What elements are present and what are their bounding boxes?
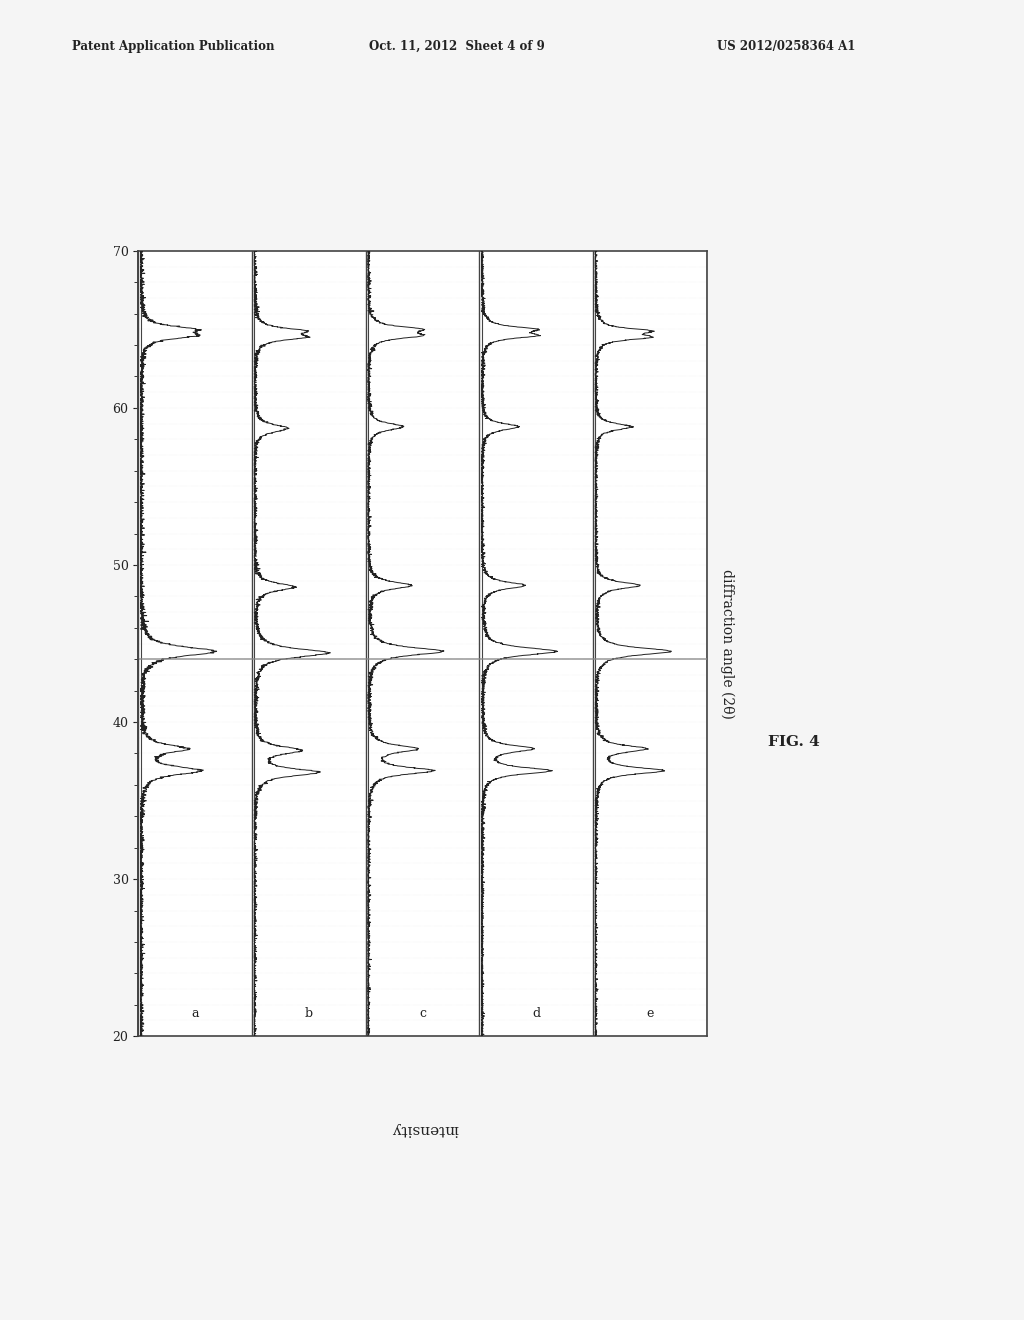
Text: FIG. 4: FIG. 4 [768, 735, 819, 748]
Y-axis label: diffraction angle (2θ): diffraction angle (2θ) [720, 569, 734, 718]
Text: intensity: intensity [391, 1122, 459, 1135]
Text: Oct. 11, 2012  Sheet 4 of 9: Oct. 11, 2012 Sheet 4 of 9 [369, 40, 545, 53]
Text: c: c [419, 1007, 426, 1020]
Text: b: b [305, 1007, 312, 1020]
Text: Patent Application Publication: Patent Application Publication [72, 40, 274, 53]
Text: US 2012/0258364 A1: US 2012/0258364 A1 [717, 40, 855, 53]
Text: d: d [532, 1007, 540, 1020]
Text: e: e [646, 1007, 653, 1020]
Text: a: a [191, 1007, 199, 1020]
